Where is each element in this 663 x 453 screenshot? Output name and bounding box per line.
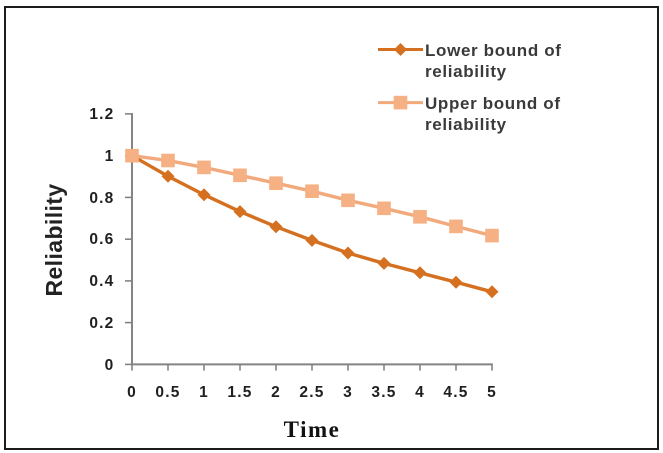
svg-text:2: 2 <box>271 384 281 401</box>
svg-text:0.2: 0.2 <box>89 315 114 332</box>
svg-text:0.5: 0.5 <box>155 384 180 401</box>
svg-text:4.5: 4.5 <box>443 384 468 401</box>
svg-text:1: 1 <box>105 148 115 165</box>
svg-text:Lower bound of: Lower bound of <box>425 41 562 60</box>
svg-text:5: 5 <box>487 384 497 401</box>
svg-text:3.5: 3.5 <box>371 384 396 401</box>
svg-text:0: 0 <box>127 384 137 401</box>
svg-text:3: 3 <box>343 384 353 401</box>
svg-text:Upper bound of: Upper bound of <box>425 94 561 113</box>
svg-text:0.4: 0.4 <box>89 273 114 290</box>
svg-text:1: 1 <box>199 384 209 401</box>
svg-text:1.2: 1.2 <box>89 106 114 123</box>
svg-text:Time: Time <box>284 417 341 442</box>
svg-text:reliability: reliability <box>425 62 507 81</box>
svg-text:0: 0 <box>105 357 115 374</box>
svg-text:1.5: 1.5 <box>227 384 252 401</box>
svg-text:2.5: 2.5 <box>299 384 324 401</box>
svg-text:reliability: reliability <box>425 115 507 134</box>
svg-text:0.8: 0.8 <box>89 190 114 207</box>
svg-text:0.6: 0.6 <box>89 231 114 248</box>
svg-text:4: 4 <box>415 384 425 401</box>
svg-text:Reliability: Reliability <box>41 183 67 296</box>
